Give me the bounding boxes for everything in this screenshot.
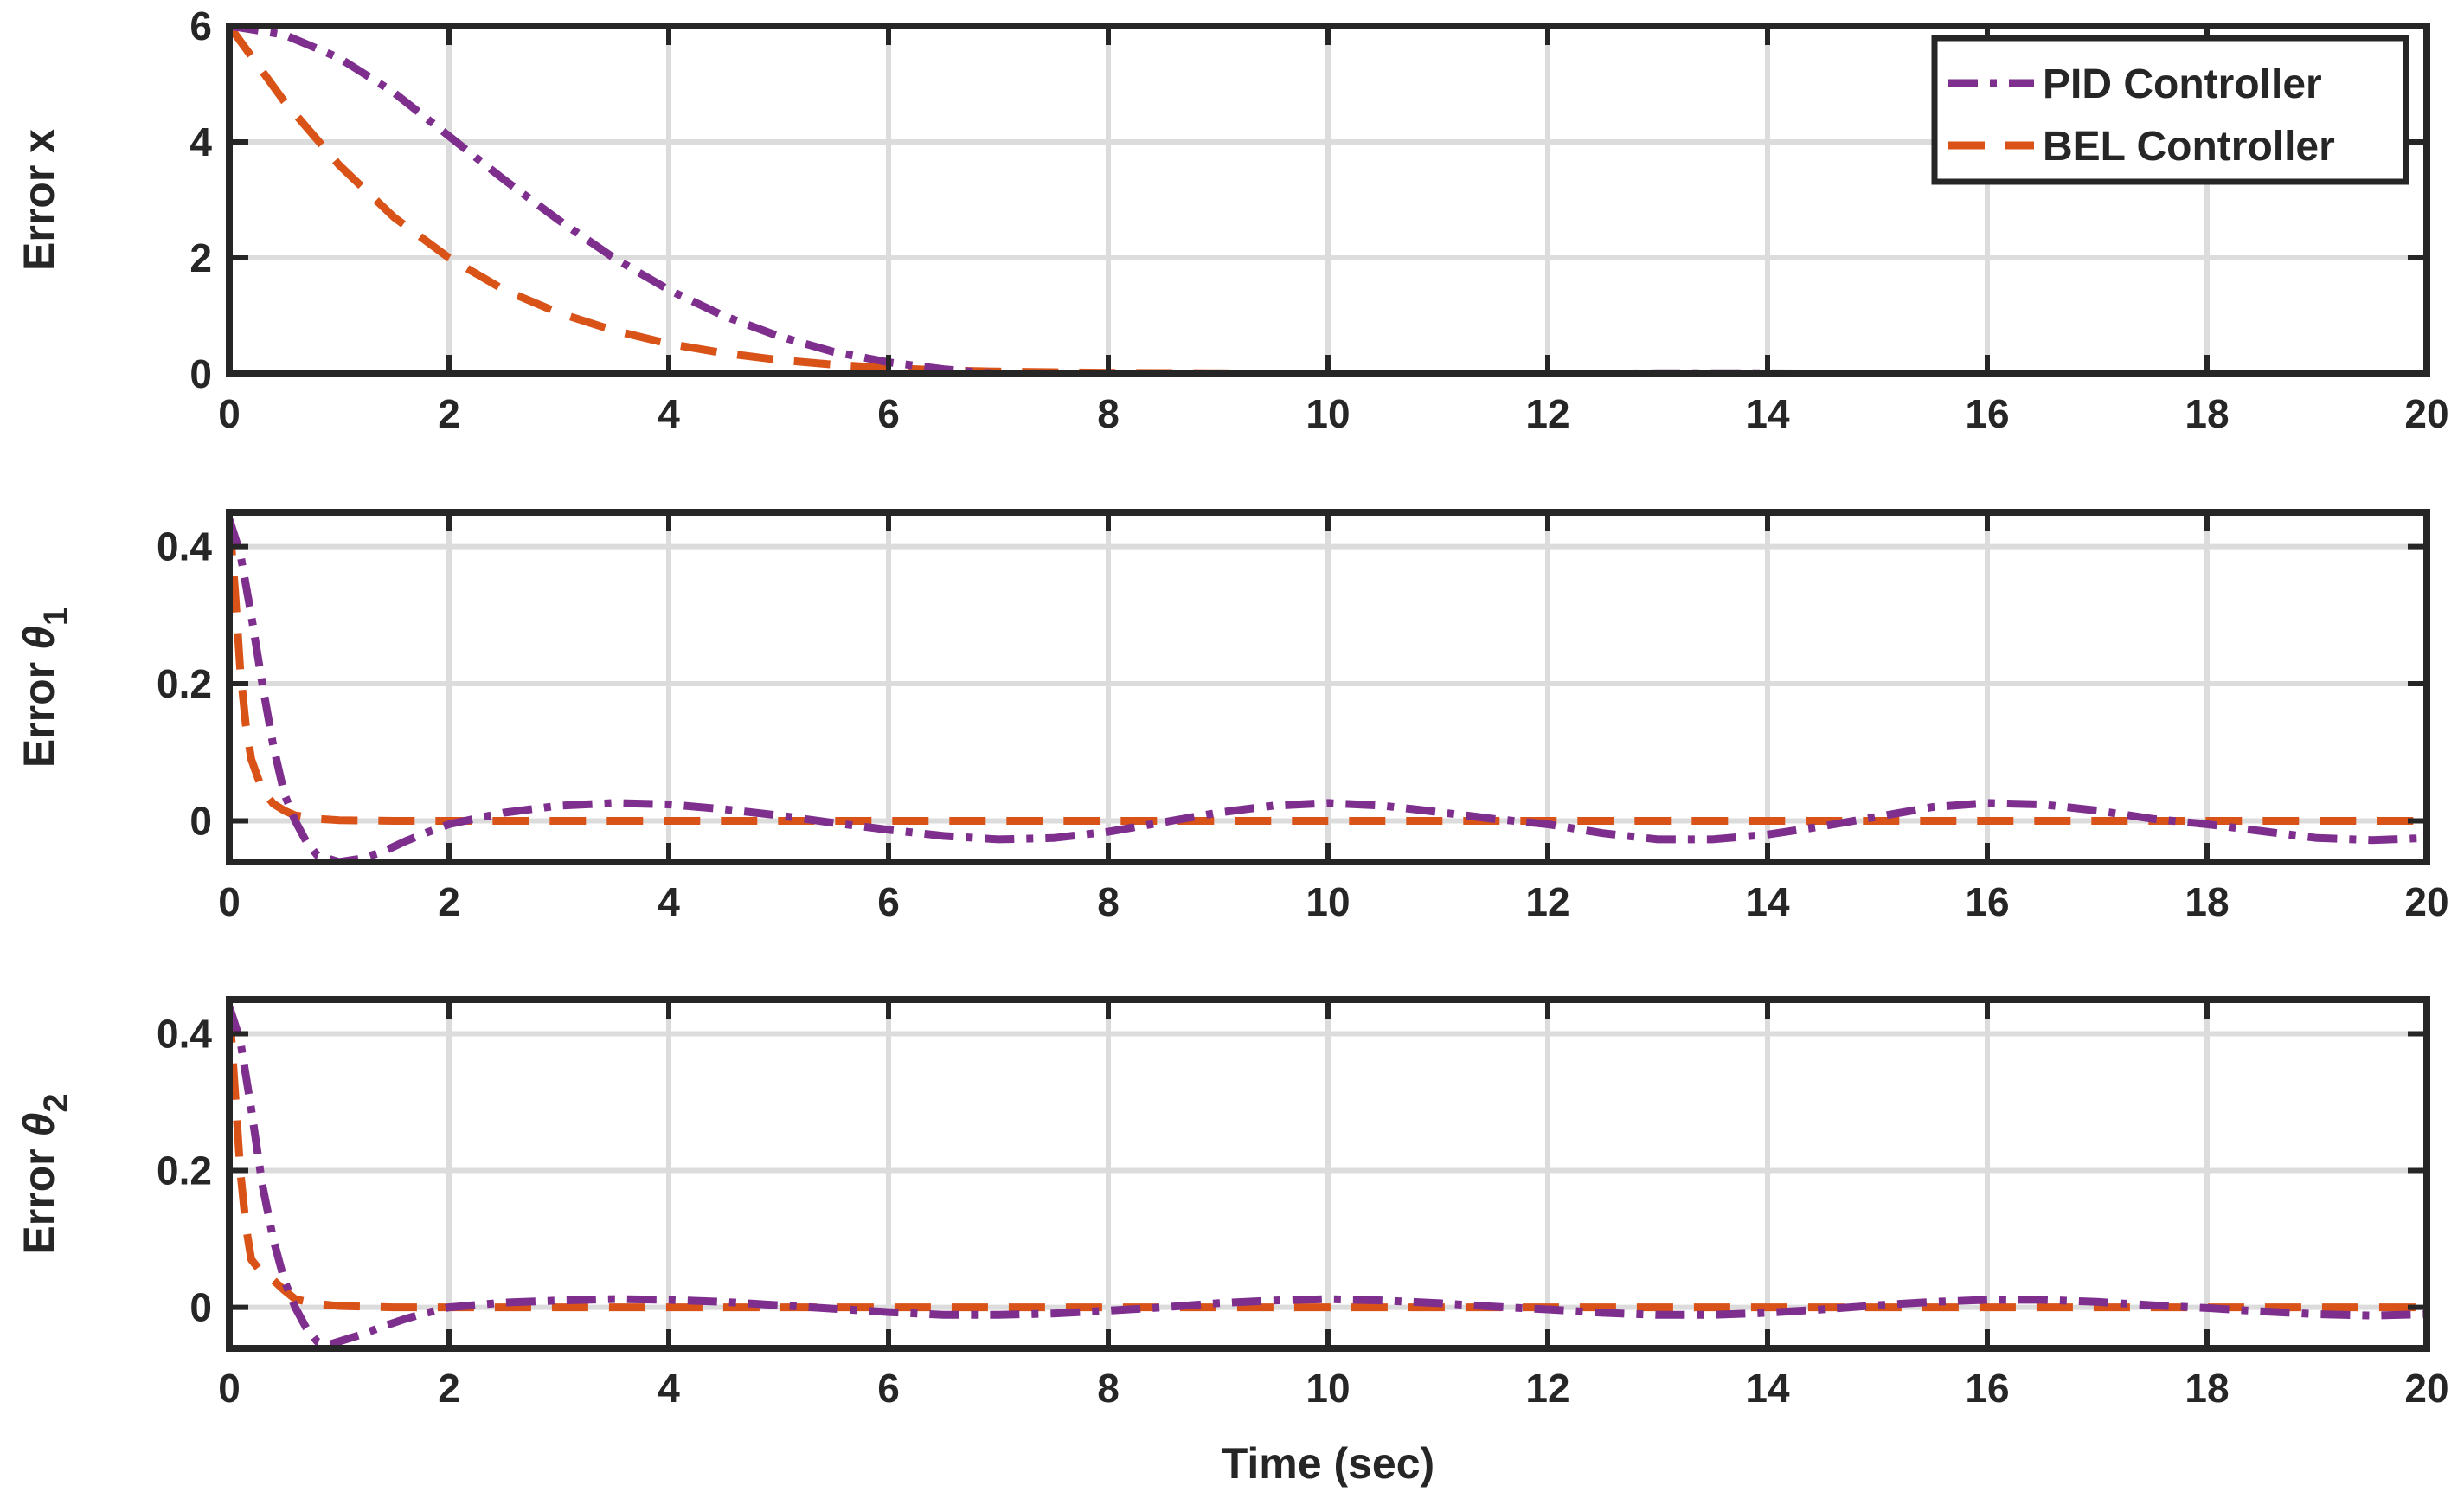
series-line-bel-controller bbox=[229, 1006, 2427, 1312]
chart-panel-2: 0 2 4 6 8 10 12 14 16 18 20 0 0.2 0.4 Error θ1 bbox=[15, 509, 2449, 924]
x-tick-label: 10 bbox=[1306, 1366, 1350, 1411]
series-line-bel-controller bbox=[229, 23, 2427, 377]
legend-entry: PID Controller bbox=[2043, 61, 2322, 107]
x-tick-label: 18 bbox=[2185, 391, 2229, 436]
x-tick-label: 16 bbox=[1965, 879, 2009, 924]
legend-box bbox=[1931, 35, 2409, 185]
series-line-pid-controller bbox=[229, 518, 2427, 865]
x-tick-label: 6 bbox=[877, 1366, 900, 1411]
x-tick-label: 14 bbox=[1745, 879, 1790, 924]
x-tick-label: 18 bbox=[2185, 1366, 2229, 1411]
x-tick-label: 6 bbox=[877, 391, 900, 436]
legend: PID Controller BEL Controller bbox=[1931, 35, 2409, 185]
x-tick-label: 8 bbox=[1097, 391, 1120, 436]
x-tick-label: 4 bbox=[658, 1366, 680, 1411]
x-tick-label: 12 bbox=[1525, 879, 1569, 924]
x-tick-label: 18 bbox=[2185, 879, 2229, 924]
x-tick-label: 6 bbox=[877, 879, 900, 924]
x-tick-label: 20 bbox=[2404, 879, 2448, 924]
x-tick-label: 0 bbox=[218, 391, 241, 436]
x-tick-label: 2 bbox=[438, 1366, 460, 1411]
y-tick-label: 2 bbox=[189, 235, 212, 280]
y-axis-label: Error x bbox=[15, 129, 63, 271]
y-tick-label: 0 bbox=[189, 798, 212, 843]
y-tick-label: 0.2 bbox=[157, 1148, 212, 1193]
x-tick-label: 0 bbox=[218, 879, 241, 924]
x-tick-label: 2 bbox=[438, 391, 460, 436]
x-tick-label: 16 bbox=[1965, 391, 2009, 436]
x-tick-label: 12 bbox=[1525, 1366, 1569, 1411]
y-tick-label: 0.2 bbox=[157, 661, 212, 706]
y-tick-label: 0 bbox=[189, 351, 212, 396]
legend-entry: BEL Controller bbox=[2043, 124, 2335, 170]
y-tick-label: 0.4 bbox=[157, 1012, 212, 1057]
x-tick-label: 4 bbox=[658, 879, 680, 924]
x-tick-label: 0 bbox=[218, 1366, 241, 1411]
x-tick-label: 20 bbox=[2404, 1366, 2448, 1411]
x-tick-label: 4 bbox=[658, 391, 680, 436]
chart-panel-3: 0 2 4 6 8 10 12 14 16 18 20 0 0.2 0.4 Error θ2 Time (se… bbox=[15, 996, 2449, 1488]
y-tick-label: 6 bbox=[189, 3, 212, 48]
x-tick-label: 10 bbox=[1306, 391, 1350, 436]
x-tick-label: 12 bbox=[1525, 391, 1569, 436]
y-tick-label: 0 bbox=[189, 1285, 212, 1330]
x-tick-label: 8 bbox=[1097, 879, 1120, 924]
x-tick-label: 20 bbox=[2404, 391, 2448, 436]
y-axis-label: Error θ2 bbox=[15, 1093, 75, 1254]
x-tick-label: 14 bbox=[1745, 391, 1790, 436]
x-tick-label: 16 bbox=[1965, 1366, 2009, 1411]
x-tick-label: 2 bbox=[438, 879, 460, 924]
chart-panel-1: 0 2 4 6 8 10 12 14 16 18 20 0 2 4 6 Error x PID Controll… bbox=[15, 3, 2449, 436]
series-line-bel-controller bbox=[229, 518, 2427, 825]
y-tick-label: 0.4 bbox=[157, 524, 212, 569]
x-tick-label: 10 bbox=[1306, 879, 1350, 924]
x-tick-label: 14 bbox=[1745, 1366, 1790, 1411]
y-axis-label: Error θ1 bbox=[15, 607, 75, 768]
x-tick-label: 8 bbox=[1097, 1366, 1120, 1411]
series-line-pid-controller bbox=[229, 1005, 2427, 1349]
y-tick-label: 4 bbox=[189, 119, 212, 164]
x-axis-label: Time (sec) bbox=[1222, 1439, 1434, 1488]
